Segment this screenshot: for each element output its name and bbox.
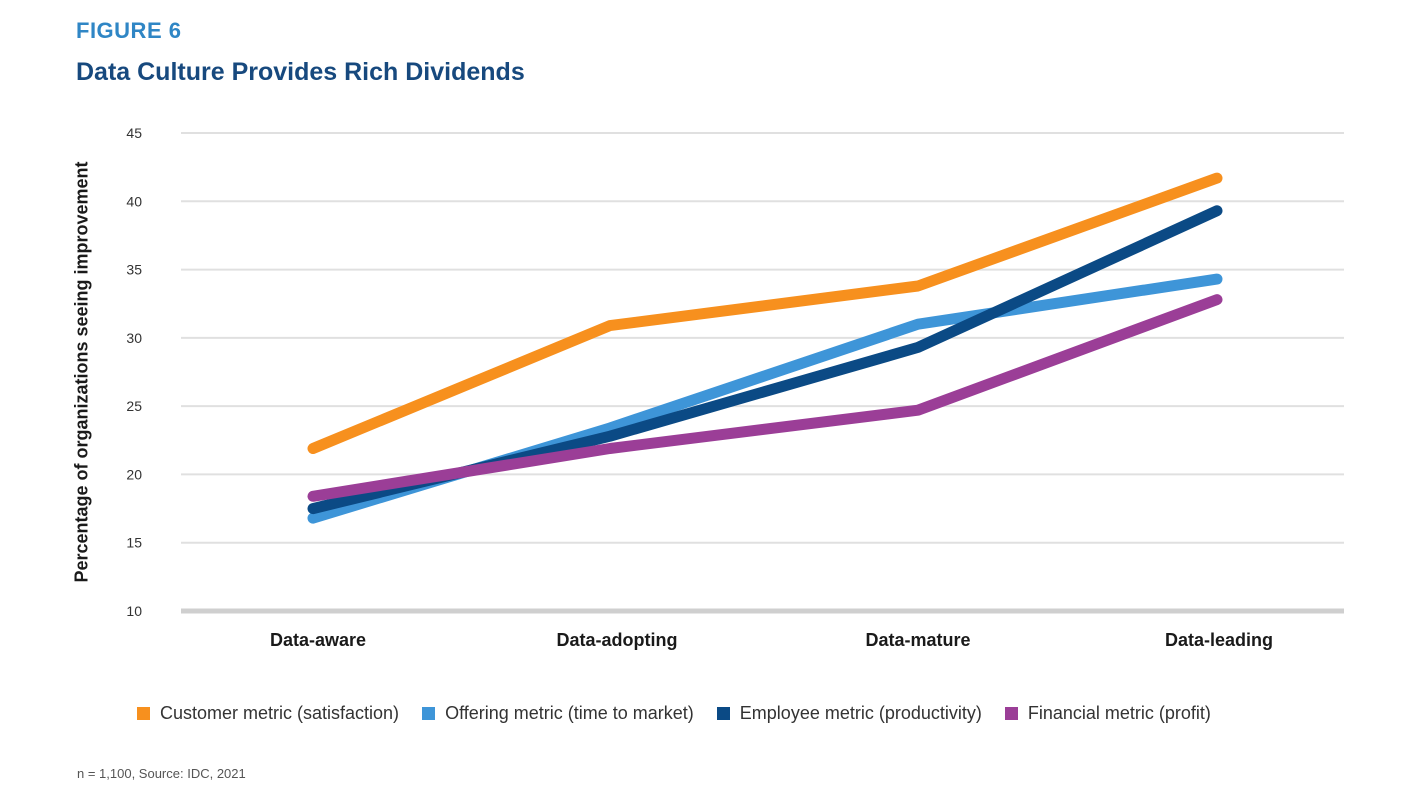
x-tick-label: Data-mature: [865, 630, 970, 650]
x-tick-labels: Data-aware Data-adopting Data-mature Data-l…: [270, 630, 1273, 650]
legend-label: Offering metric (time to market): [445, 703, 694, 723]
chart-title: Data Culture Provides Rich Dividends: [76, 58, 525, 86]
y-tick-label: 10: [126, 603, 142, 619]
y-tick-label: 45: [126, 125, 142, 141]
legend-item: Customer metric (satisfaction): [137, 703, 399, 724]
legend-swatch-icon: [716, 707, 730, 720]
legend-swatch-icon: [422, 707, 436, 720]
series-line-financial: [307, 294, 1223, 502]
x-tick-label: Data-aware: [270, 630, 366, 650]
legend-swatch-icon: [137, 707, 150, 720]
x-tick-label: Data-leading: [1165, 630, 1273, 650]
y-tick-label: 40: [126, 193, 142, 209]
y-tick-label: 35: [126, 262, 142, 278]
series-lines: [307, 172, 1223, 524]
y-tick-label: 20: [126, 466, 142, 482]
series-line-employee: [307, 205, 1223, 515]
legend-label: Employee metric (productivity): [739, 703, 982, 723]
legend-label: Financial metric (profit): [1027, 703, 1211, 723]
series-line-offering: [307, 273, 1223, 524]
legend: Customer metric (satisfaction) Offering m…: [137, 703, 1234, 724]
series-line-customer: [307, 172, 1223, 454]
y-tick-labels: 10 15 20 25 30 35 40 45: [126, 125, 142, 619]
legend-item: Offering metric (time to market): [422, 703, 694, 724]
legend-label: Customer metric (satisfaction): [160, 703, 400, 723]
legend-swatch-icon: [1004, 707, 1018, 720]
y-tick-label: 15: [126, 535, 142, 551]
legend-item: Employee metric (productivity): [716, 703, 982, 724]
y-tick-label: 25: [126, 398, 142, 414]
x-tick-label: Data-adopting: [557, 630, 678, 650]
y-tick-label: 30: [126, 330, 142, 346]
legend-item: Financial metric (profit): [1004, 703, 1211, 724]
figure-label: FIGURE 6: [76, 18, 182, 43]
source-note: n = 1,100, Source: IDC, 2021: [77, 766, 246, 781]
